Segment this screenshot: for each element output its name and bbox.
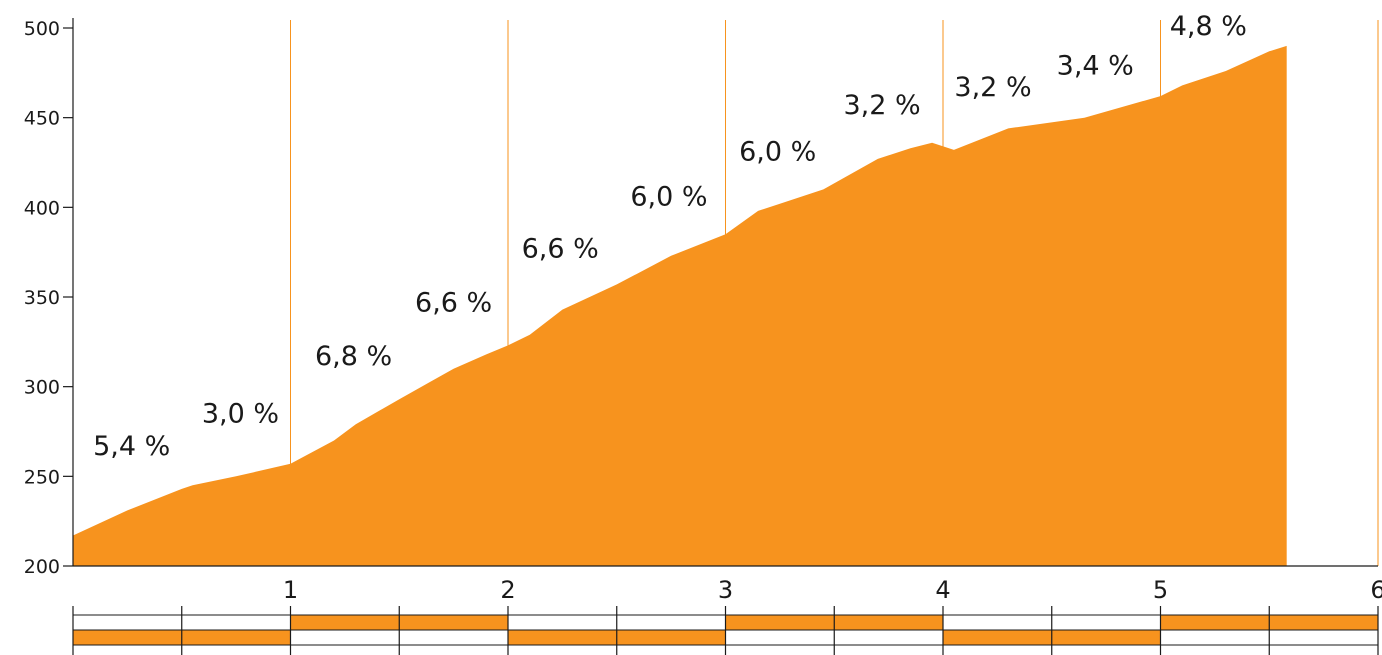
scale-segment-top [616, 615, 726, 630]
y-tick-label: 300 [24, 377, 60, 399]
x-tick-label: 3 [718, 576, 733, 604]
grade-label: 4,8 % [1170, 11, 1247, 42]
y-tick-label: 500 [24, 18, 60, 40]
y-tick-label: 250 [24, 466, 60, 488]
x-tick-label: 6 [1370, 576, 1382, 604]
scale-segment-bottom [73, 630, 182, 645]
scale-segment-top [1269, 615, 1378, 630]
scale-segment-bottom [725, 630, 835, 645]
scale-segment-bottom [399, 630, 508, 645]
y-tick-label: 450 [24, 108, 60, 130]
scale-segment-top [943, 615, 1052, 630]
scale-segment-bottom [834, 630, 943, 645]
scale-segment-top [290, 615, 400, 630]
scale-segment-top [1160, 615, 1270, 630]
grade-label: 3,2 % [954, 72, 1031, 103]
grade-label: 3,0 % [202, 399, 279, 430]
grade-label: 6,6 % [415, 287, 492, 318]
y-axis-ticks: 200 250 300 350 400 450 500 [24, 18, 73, 578]
scale-segment-top [1051, 615, 1161, 630]
scale-segment-bottom [1160, 630, 1270, 645]
x-axis-ticks: 1 2 3 4 5 6 [283, 576, 1382, 604]
grade-annotations: 5,4 % 3,0 % 6,8 % 6,6 % 6,6 % 6,0 % 6,0 % 3,2 %… [93, 11, 1247, 462]
y-tick-label: 350 [24, 287, 60, 309]
scale-segment-top [725, 615, 835, 630]
grade-label: 6,6 % [522, 234, 599, 265]
grade-label: 3,4 % [1057, 51, 1134, 82]
grade-label: 6,0 % [630, 182, 707, 213]
scale-segment-bottom [290, 630, 400, 645]
x-tick-label: 2 [500, 576, 515, 604]
y-tick-label: 400 [24, 197, 60, 219]
grade-label: 3,2 % [844, 90, 921, 121]
scale-segment-top [181, 615, 291, 630]
scale-segment-top [399, 615, 508, 630]
grade-label: 6,0 % [739, 137, 816, 168]
scale-segment-bottom [508, 630, 617, 645]
scale-segment-bottom [943, 630, 1052, 645]
grade-label: 5,4 % [93, 431, 170, 462]
scale-segment-bottom [616, 630, 726, 645]
scale-segment-top [73, 615, 182, 630]
scale-segment-bottom [1051, 630, 1161, 645]
scale-segment-bottom [181, 630, 291, 645]
axes [72, 18, 1378, 567]
distance-scale-bar [72, 606, 1379, 655]
elevation-area [73, 45, 1287, 566]
grade-label: 6,8 % [315, 341, 392, 372]
scale-segment-top [834, 615, 943, 630]
scale-segment-bottom [1269, 630, 1378, 645]
scale-segment-top [508, 615, 617, 630]
x-tick-label: 1 [283, 576, 298, 604]
y-tick-label: 200 [24, 556, 60, 578]
x-tick-label: 4 [935, 576, 950, 604]
x-tick-label: 5 [1153, 576, 1168, 604]
